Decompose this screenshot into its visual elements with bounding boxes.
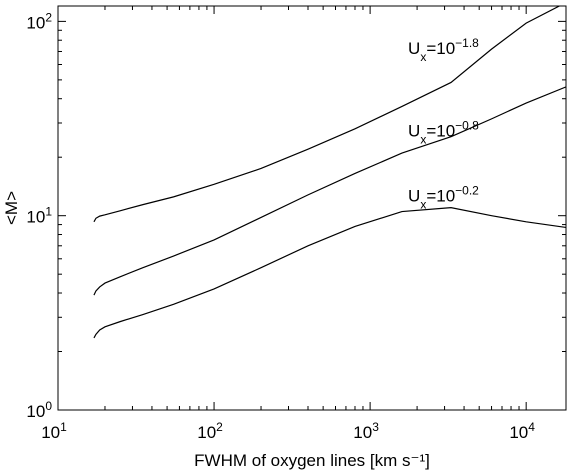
series-line-2 <box>93 86 566 296</box>
series-line-3 <box>93 207 566 339</box>
curves <box>93 6 566 339</box>
curve-labels: Ux=10−1.8 Ux=10−0.8 Ux=10−0.2 <box>408 36 479 212</box>
series-label-2: Ux=10−0.8 <box>408 119 479 147</box>
x-tick-label: 103 <box>353 420 379 442</box>
series-line-1 <box>93 6 561 223</box>
x-axis-label: FWHM of oxygen lines [km s⁻¹] <box>194 451 430 470</box>
y-axis-label: <M> <box>2 191 21 225</box>
plot-area <box>57 5 567 411</box>
x-tick-label: 104 <box>509 420 535 442</box>
tick-marks <box>57 6 566 411</box>
x-tick-label: 102 <box>197 420 223 442</box>
y-tick-label: 101 <box>26 205 52 227</box>
series-label-1: Ux=10−1.8 <box>408 36 479 64</box>
y-tick-label: 102 <box>26 10 52 32</box>
y-tick-label: 100 <box>26 399 52 421</box>
series-label-3: Ux=10−0.2 <box>408 184 479 212</box>
x-tick-label: 101 <box>41 420 67 442</box>
